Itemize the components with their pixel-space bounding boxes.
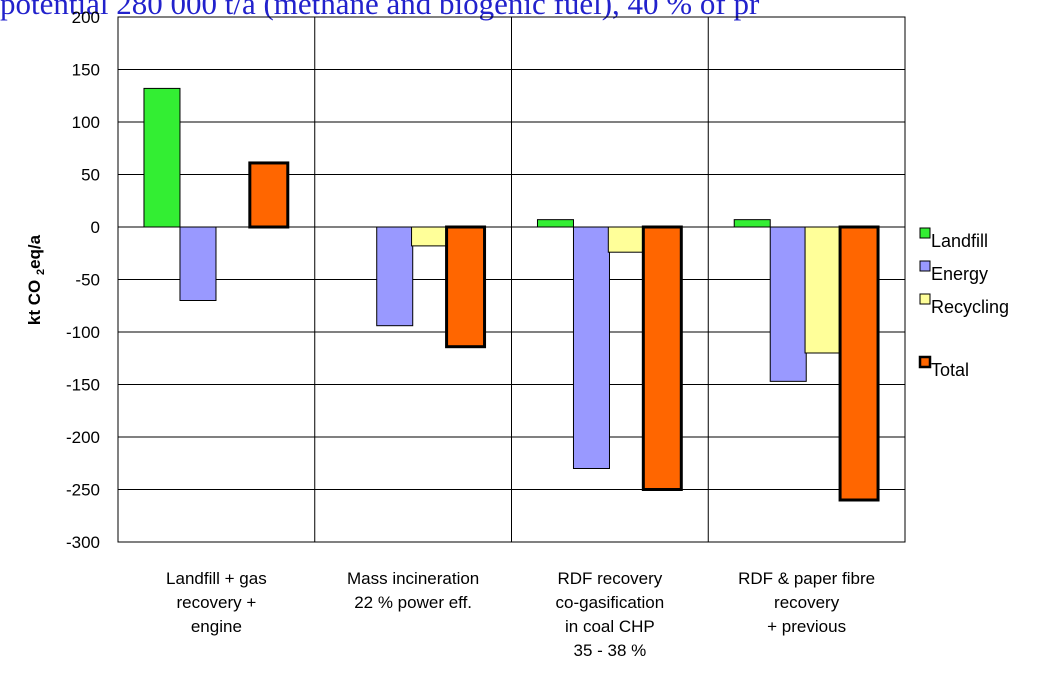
y-tick-label: 0: [91, 218, 100, 237]
x-tick-label: recovery +: [176, 593, 256, 612]
legend-label: Energy: [931, 264, 988, 284]
legend-label: Landfill: [931, 231, 988, 251]
y-tick-label: 100: [72, 113, 100, 132]
y-axis-label: kt CO 2eq/a: [25, 234, 47, 325]
bar: [248, 161, 290, 229]
legend-swatch: [919, 260, 931, 272]
legend-label: Total: [931, 360, 969, 380]
bar: [572, 226, 610, 469]
x-tick-label: engine: [191, 617, 242, 636]
y-tick-label: -150: [66, 376, 100, 395]
x-tick-label: Landfill + gas: [166, 569, 267, 588]
bar: [179, 226, 217, 301]
bar: [607, 226, 644, 253]
x-tick-label: 35 - 38 %: [573, 641, 646, 660]
x-tick-label: co-gasification: [556, 593, 665, 612]
y-tick-label: 50: [81, 166, 100, 185]
bar: [804, 226, 841, 354]
y-tick-label: -250: [66, 481, 100, 500]
y-tick-label: -100: [66, 323, 100, 342]
x-tick-label: + previous: [767, 617, 846, 636]
x-tick-label: RDF & paper fibre: [738, 569, 875, 588]
bar: [733, 219, 771, 228]
bar: [641, 225, 683, 491]
y-tick-label: -50: [75, 271, 100, 290]
bar: [411, 226, 448, 247]
legend-swatch: [918, 355, 932, 369]
bar: [838, 225, 880, 502]
bar: [536, 219, 574, 228]
legend-label: Recycling: [931, 297, 1009, 317]
bar: [376, 226, 414, 327]
bar: [445, 225, 487, 349]
plot-border: [117, 16, 906, 543]
legend-swatch: [919, 227, 931, 239]
bar: [143, 87, 181, 228]
y-tick-label: -300: [66, 533, 100, 552]
x-tick-label: 22 % power eff.: [354, 593, 472, 612]
legend-swatch: [919, 293, 931, 305]
bar: [769, 226, 807, 382]
x-tick-label: RDF recovery: [557, 569, 662, 588]
x-tick-label: Mass incineration: [347, 569, 479, 588]
y-tick-label: -200: [66, 428, 100, 447]
x-tick-label: in coal CHP: [565, 617, 655, 636]
chart-title: potential 280 000 t/a (methane and bioge…: [0, 0, 760, 21]
y-tick-label: 200: [72, 8, 100, 27]
y-tick-label: 150: [72, 61, 100, 80]
x-tick-label: recovery: [774, 593, 840, 612]
